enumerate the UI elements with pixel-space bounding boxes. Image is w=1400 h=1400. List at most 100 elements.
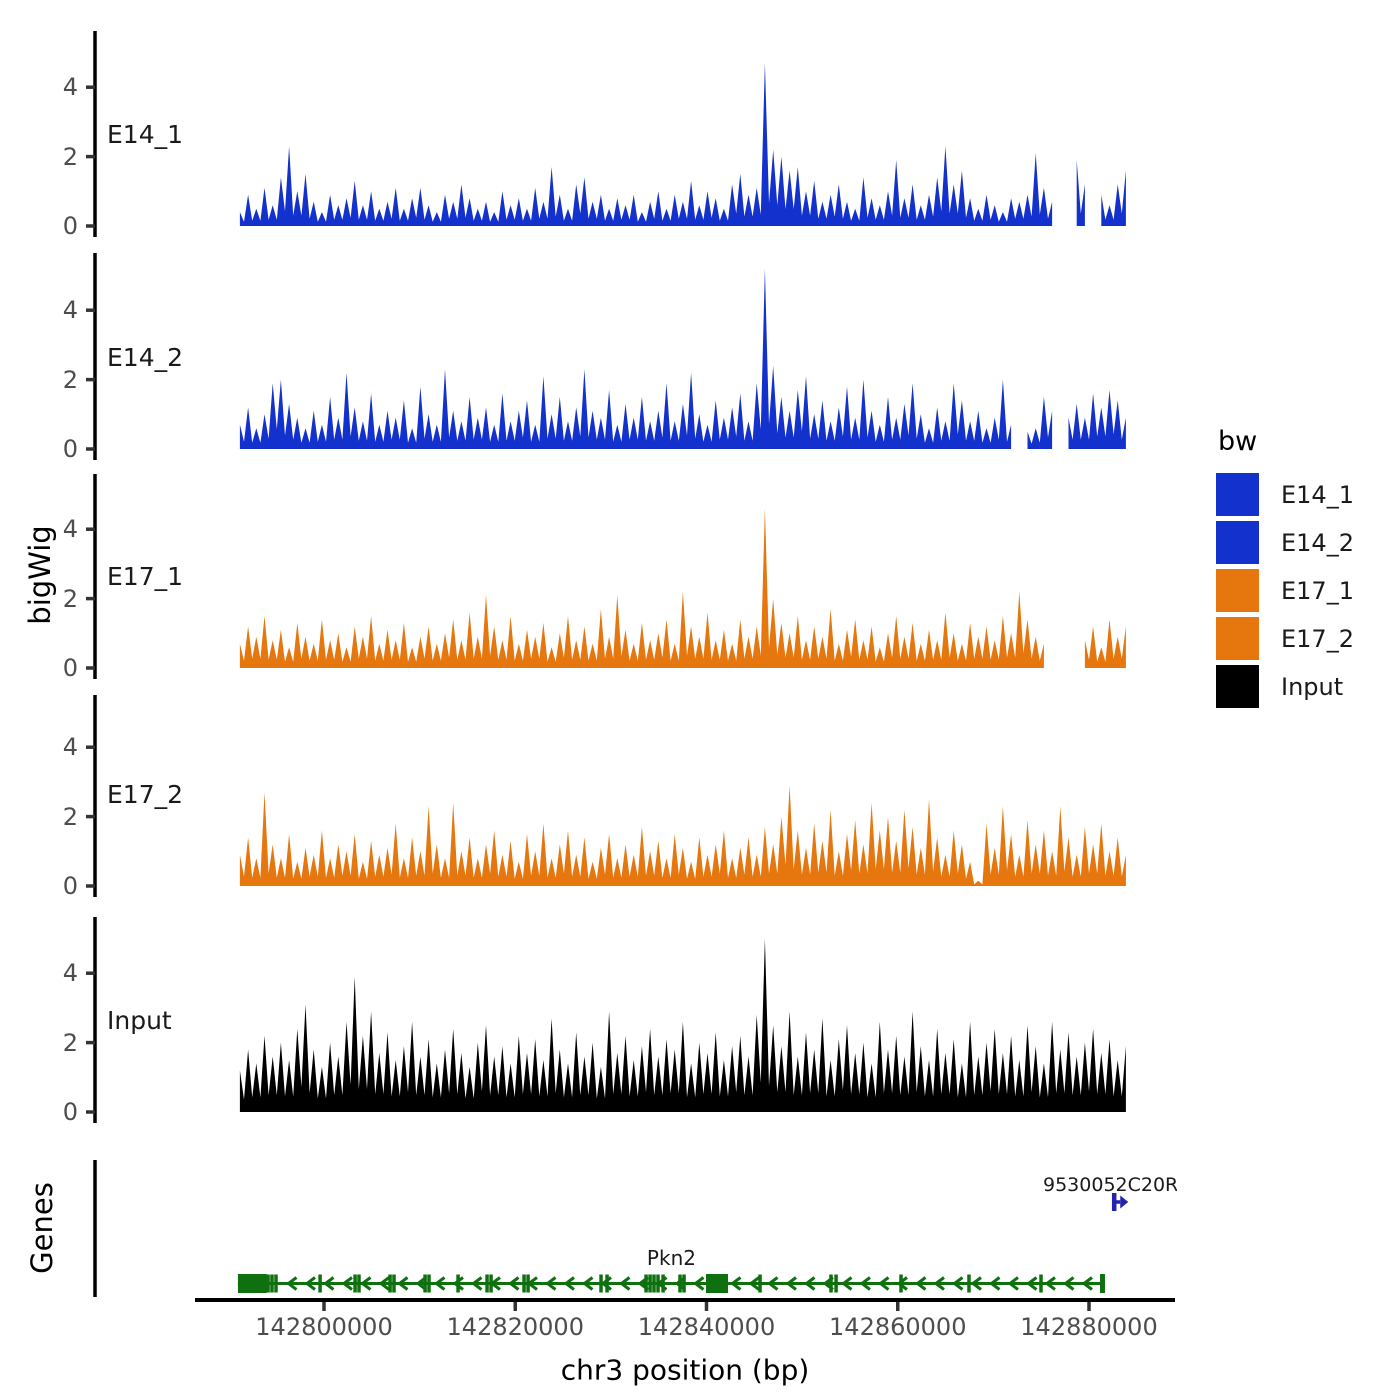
y-tick-label-E17_2-4: 4 — [62, 733, 78, 762]
gene-strand-arrow-left-icon — [397, 1276, 409, 1291]
y-tick-label-E17_1-4: 4 — [62, 515, 78, 544]
genes-axis-title: Genes — [25, 1182, 59, 1274]
coverage-area-E17_2 — [239, 785, 1126, 886]
gene-strand-arrow-left-icon — [693, 1276, 705, 1291]
gene-exon-pkn2-24 — [758, 1274, 762, 1293]
legend-label-E14_1: E14_1 — [1281, 480, 1354, 509]
gene-strand-arrow-left-icon — [785, 1276, 797, 1291]
gene-exon-pkn2-17 — [644, 1274, 648, 1293]
coverage-area-E17_1 — [239, 508, 1126, 668]
gene-strand-arrow-left-icon — [619, 1276, 631, 1291]
gene-exon-pkn2-11 — [485, 1274, 489, 1293]
gene-strand-arrow-left-icon — [1063, 1276, 1075, 1291]
gene-exon-pkn2-21 — [661, 1274, 665, 1293]
gene-exon-pkn2-19 — [652, 1274, 656, 1293]
gene-strand-arrow-left-icon — [915, 1276, 927, 1291]
gene-strand-arrow-left-icon — [637, 1276, 649, 1291]
gene-exon-pkn2-8 — [423, 1274, 427, 1293]
gene-strand-arrow-left-icon — [360, 1276, 372, 1291]
gene-exon-pkn2-0 — [266, 1274, 270, 1293]
track-label-E14_1: E14_1 — [107, 120, 184, 149]
gene-strand-arrow-left-icon — [674, 1276, 686, 1291]
y-tick-label-E14_2-0: 0 — [62, 435, 78, 463]
y-tick-label-E17_2-0: 0 — [62, 872, 78, 900]
gene-label-9530052c20rik-text: 9530052C20Rik — [1043, 1174, 1177, 1196]
gene-strand-arrow-left-icon — [841, 1276, 853, 1291]
y-tick-label-Input-4: 4 — [62, 959, 78, 988]
gene-strand-arrow-left-icon — [767, 1276, 779, 1291]
legend-swatch-E14_2 — [1216, 521, 1259, 564]
gene-strand-arrow-left-icon — [508, 1276, 520, 1291]
gene-strand-arrow-left-icon — [989, 1276, 1001, 1291]
gene-strand-arrow-left-icon — [526, 1276, 538, 1291]
gene-exon-pkn2-7 — [392, 1274, 396, 1293]
y-tick-label-Input-0: 0 — [62, 1098, 78, 1126]
track-Input — [86, 917, 1126, 1123]
legend-swatch-E14_1 — [1216, 473, 1259, 516]
x-tick-label-4: 142880000 — [1020, 1313, 1158, 1341]
track-E14_1 — [86, 31, 1126, 237]
gene-exon-pkn2-18 — [648, 1274, 652, 1293]
gene-strand-arrow-left-icon — [878, 1276, 890, 1291]
gene-exon-pkn2-3 — [318, 1274, 322, 1293]
gene-strand-arrow-left-icon — [304, 1276, 316, 1291]
gene-exon-pkn2-22 — [678, 1274, 682, 1293]
gene-strand-arrow-left-icon — [748, 1276, 760, 1291]
legend-item-Input: Input — [1216, 665, 1354, 708]
gene-strand-arrow-left-icon — [970, 1276, 982, 1291]
x-axis — [195, 1298, 1175, 1311]
track-label-Input: Input — [107, 1006, 172, 1035]
gene-strand-arrow-left-icon — [434, 1276, 446, 1291]
legend-label-E17_1: E17_1 — [1281, 576, 1354, 605]
gene-strand-arrow-left-icon — [896, 1276, 908, 1291]
x-tick-label-3: 142860000 — [829, 1313, 967, 1341]
gene-strand-arrow-left-icon — [859, 1276, 871, 1291]
gene-exon-pkn2-5 — [357, 1274, 361, 1293]
gene-exon-pkn2-9 — [427, 1274, 431, 1293]
legend-swatch-E17_2 — [1216, 617, 1259, 660]
y-tick-label-E17_1-2: 2 — [62, 584, 78, 613]
legend-title: bw — [1218, 426, 1258, 457]
x-axis-title: chr3 position (bp) — [560, 1353, 810, 1387]
y-tick-label-E14_2-4: 4 — [62, 296, 78, 325]
track-label-E14_2: E14_2 — [107, 343, 184, 372]
gene-exon-pkn2-4 — [353, 1274, 357, 1293]
gene-strand-arrow-left-icon — [563, 1276, 575, 1291]
y-tick-label-Input-2: 2 — [62, 1028, 78, 1057]
gene-strand-arrow-left-icon — [933, 1276, 945, 1291]
gene-strand-arrow-left-icon — [804, 1276, 816, 1291]
gene-strand-arrow-left-icon — [1081, 1276, 1093, 1291]
gene-exon-pkn2-10 — [456, 1274, 460, 1293]
y-tick-label-E14_2-2: 2 — [62, 365, 78, 394]
track-E17_1 — [86, 474, 1126, 679]
coverage-area-Input — [239, 938, 1126, 1112]
legend-label-E14_2: E14_2 — [1281, 528, 1354, 557]
gene-strand-arrow-left-icon — [341, 1276, 353, 1291]
legend-item-E17_1: E17_1 — [1216, 569, 1354, 612]
gene-exon-pkn2-28 — [967, 1274, 971, 1293]
gene-strand-arrow-left-icon — [471, 1276, 483, 1291]
gene-exon-pkn2-13 — [522, 1274, 526, 1293]
legend-swatch-Input — [1216, 665, 1259, 708]
track-E14_2 — [86, 253, 1126, 460]
track-label-E17_1: E17_1 — [107, 562, 184, 591]
gene-strand-arrow-left-icon — [730, 1276, 742, 1291]
gene-strand-arrow-left-icon — [545, 1276, 557, 1291]
track-label-E17_2: E17_2 — [107, 780, 184, 809]
x-tick-label-0: 142800000 — [255, 1313, 393, 1341]
gene-thick-box-pkn2-1 — [706, 1274, 729, 1293]
gene-exon-pkn2-29 — [1039, 1274, 1043, 1293]
x-tick-label-2: 142840000 — [637, 1313, 776, 1341]
gene-strand-arrow-left-icon — [582, 1276, 594, 1291]
legend-item-E17_2: E17_2 — [1216, 617, 1354, 660]
gene-exon-pkn2-26 — [834, 1274, 838, 1293]
gene-strand-arrow-left-icon — [415, 1276, 427, 1291]
gene-exon-pkn2-6 — [388, 1274, 392, 1293]
track-E17_2 — [86, 695, 1126, 897]
gene-label-pkn2: Pkn2 — [646, 1246, 696, 1270]
gene-label-9530052c20rik: 9530052C20Rik — [1043, 1174, 1177, 1200]
gene-exon-pkn2-1 — [270, 1274, 274, 1293]
legend-item-E14_2: E14_2 — [1216, 521, 1354, 564]
